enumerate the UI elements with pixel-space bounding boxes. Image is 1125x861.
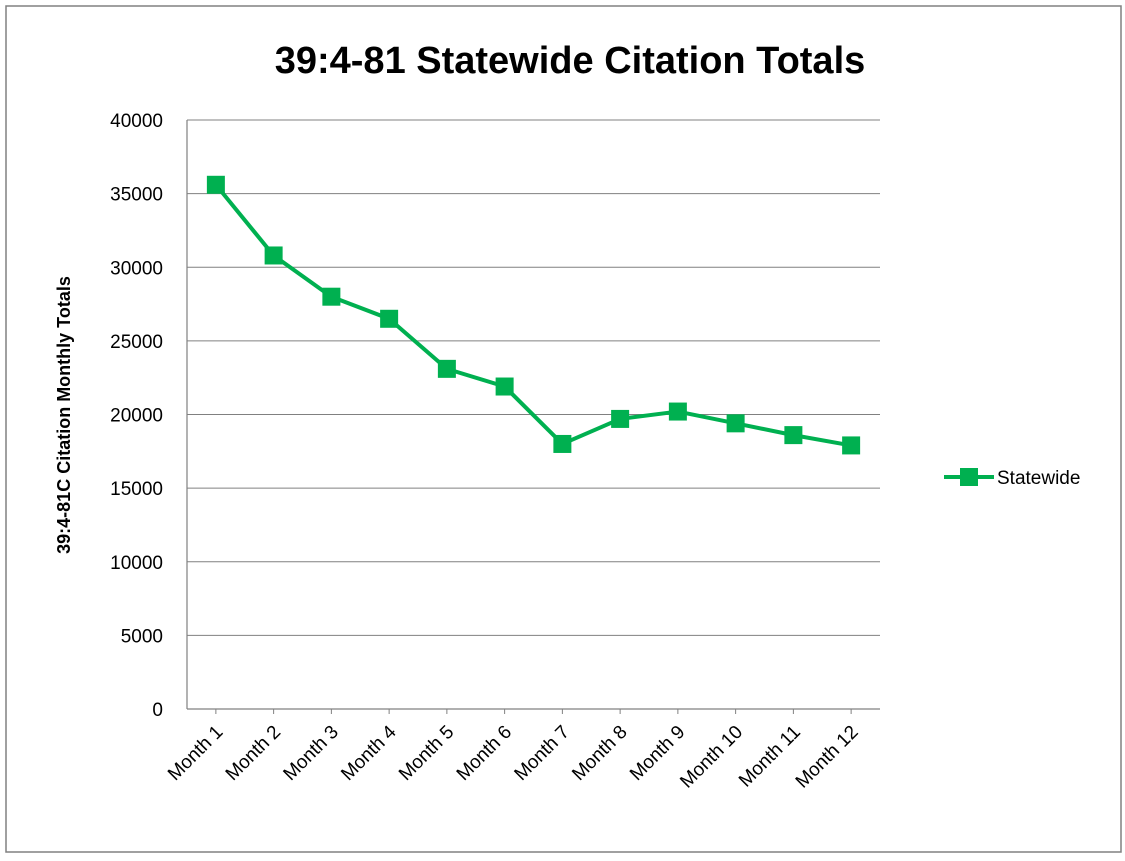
data-point-marker	[553, 434, 572, 453]
y-tick-label: 40000	[110, 111, 163, 132]
data-point-marker	[495, 377, 514, 396]
y-axis-ticks: 0 5000 10000 15000 20000 25000 30000 35000 40000	[110, 111, 163, 721]
data-point-marker	[264, 246, 283, 265]
y-tick-label: 5000	[121, 626, 163, 647]
series-line-statewide	[214, 183, 852, 448]
y-tick-label: 10000	[110, 553, 163, 574]
data-point-marker	[784, 426, 803, 445]
y-tick-label: 0	[152, 700, 163, 721]
data-point-marker	[726, 414, 745, 433]
y-tick-label: 30000	[110, 258, 163, 279]
legend-label: Statewide	[997, 468, 1080, 489]
legend-marker	[960, 468, 978, 486]
series-layer	[206, 175, 861, 455]
chart-frame	[5, 5, 1122, 853]
y-tick-label: 35000	[110, 185, 163, 206]
data-point-marker	[322, 287, 341, 306]
data-point-marker	[842, 436, 861, 455]
y-axis-title: 39:4-81C Citation Monthly Totals	[54, 276, 74, 554]
axes	[186, 120, 880, 710]
y-tick-label: 15000	[110, 479, 163, 500]
data-point-marker	[437, 359, 456, 378]
legend: Statewide	[944, 468, 1080, 489]
y-tick-label: 25000	[110, 332, 163, 353]
chart-title: 39:4-81 Statewide Citation Totals	[275, 40, 866, 82]
data-point-marker	[668, 402, 687, 421]
data-point-marker	[206, 175, 225, 194]
data-point-marker	[380, 309, 399, 328]
data-point-marker	[611, 409, 630, 428]
y-tick-label: 20000	[110, 406, 163, 427]
